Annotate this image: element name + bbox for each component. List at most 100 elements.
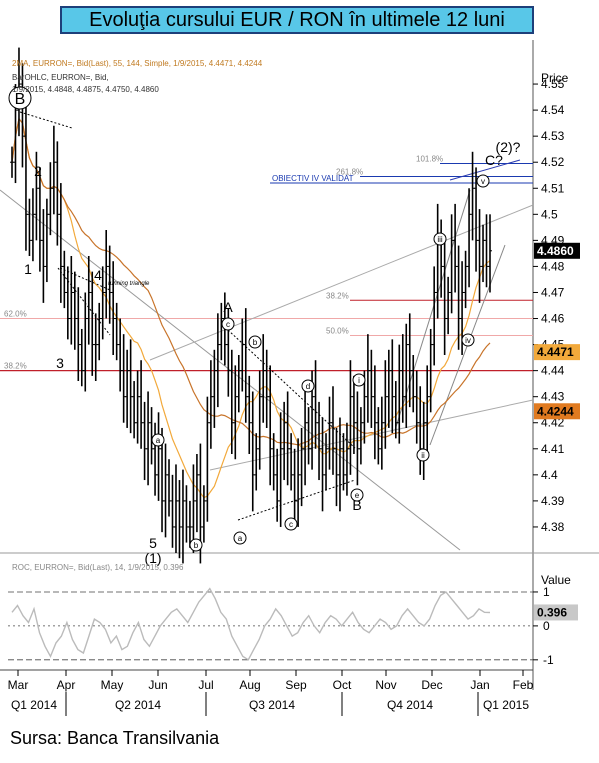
month-label: Aug bbox=[239, 678, 260, 692]
wave-label: c bbox=[289, 520, 293, 529]
ohlc-bars bbox=[10, 47, 492, 564]
wave-label: a bbox=[238, 534, 243, 543]
quarter-label: Q1 2015 bbox=[483, 698, 529, 712]
source-note: Sursa: Banca Transilvania bbox=[10, 728, 220, 748]
wave-label: d bbox=[306, 382, 310, 391]
wave-circle bbox=[248, 335, 262, 349]
wave-label: 3 bbox=[56, 355, 64, 371]
level-label: 62.0% bbox=[4, 310, 27, 319]
roc-legend: ROC, EURRON=, Bid(Last), 14, 1/9/2015, 0… bbox=[12, 563, 184, 572]
wave-circle bbox=[151, 433, 165, 447]
wave-label: v bbox=[481, 177, 485, 186]
wave-circle bbox=[350, 488, 364, 502]
wave-label: B bbox=[15, 91, 26, 108]
price-axis-title: Price bbox=[541, 71, 569, 85]
chart-title: Evoluţia cursului EUR / RON în ultimele … bbox=[60, 6, 534, 34]
month-label: Sep bbox=[285, 678, 307, 692]
ohlc-legend: 1/9/2015, 4.4848, 4.4875, 4.4750, 4.4860 bbox=[12, 85, 159, 94]
wave-circle bbox=[233, 531, 247, 545]
level-label: 261.8% bbox=[336, 168, 363, 177]
month-label: Mar bbox=[8, 678, 29, 692]
wave-label: 1 bbox=[24, 261, 32, 277]
level-label: 101.8% bbox=[416, 155, 443, 164]
trendline bbox=[19, 111, 73, 129]
price-tick-label: 4.5 bbox=[541, 207, 558, 221]
wave-circle bbox=[476, 174, 490, 188]
month-label: May bbox=[101, 678, 124, 692]
level-label: 38.2% bbox=[326, 291, 349, 300]
month-label: Oct bbox=[333, 678, 352, 692]
quarter-label: Q1 2014 bbox=[11, 698, 57, 712]
trendline bbox=[237, 479, 356, 521]
price-axis: Price4.384.394.44.414.424.434.444.454.46… bbox=[533, 71, 580, 534]
trendline bbox=[449, 159, 521, 181]
wave-label: i bbox=[358, 376, 360, 385]
bar-legend: BarOHLC, EURRON=, Bid, bbox=[12, 73, 109, 82]
price-tick-label: 4.55 bbox=[541, 77, 565, 91]
trendline bbox=[0, 189, 461, 551]
trendline bbox=[227, 329, 356, 449]
last-value-box bbox=[534, 344, 580, 361]
last-value-label: 4.4471 bbox=[537, 345, 574, 359]
month-label: Nov bbox=[375, 678, 396, 692]
price-tick-label: 4.54 bbox=[541, 103, 565, 117]
wave-label: b bbox=[194, 541, 199, 550]
roc-tick-label: 1 bbox=[543, 585, 550, 599]
wave-label: iii bbox=[437, 235, 443, 244]
wave-label: 2 bbox=[34, 163, 42, 179]
price-tick-label: 4.46 bbox=[541, 312, 565, 326]
quarter-label: Q2 2014 bbox=[115, 698, 161, 712]
roc-axis-title: Value bbox=[541, 573, 571, 587]
price-tick-label: 4.51 bbox=[541, 181, 565, 195]
month-label: Feb bbox=[513, 678, 534, 692]
wave-circle bbox=[352, 373, 366, 387]
wave-circle bbox=[416, 448, 430, 462]
wave-circle bbox=[461, 333, 475, 347]
horizontal-levels: 101.8% 261.8%OBIECTIV IV VALIDAT 38.2% 50.0… bbox=[0, 155, 533, 372]
price-tick-label: 4.52 bbox=[541, 155, 565, 169]
price-tick-label: 4.41 bbox=[541, 442, 565, 456]
roc-value-label: 0.396 bbox=[537, 605, 567, 619]
wave-circle bbox=[284, 517, 298, 531]
trendline bbox=[209, 399, 534, 471]
moving-averages bbox=[11, 117, 491, 499]
wave-label: A bbox=[223, 299, 233, 315]
wave-label: C? bbox=[485, 152, 503, 168]
quarter-label: Q4 2014 bbox=[387, 698, 433, 712]
quarter-label: Q3 2014 bbox=[249, 698, 295, 712]
price-tick-label: 4.4 bbox=[541, 468, 558, 482]
wave-label: (2)? bbox=[496, 139, 521, 155]
roc-value-box bbox=[534, 604, 578, 621]
month-label: Apr bbox=[57, 678, 76, 692]
last-value-box bbox=[534, 403, 580, 420]
ma144-line bbox=[11, 117, 491, 446]
month-label: Jan bbox=[470, 678, 489, 692]
roc-panel: Value -1 0 1 0.396 bbox=[8, 573, 578, 667]
roc-line bbox=[11, 587, 491, 661]
roc-tick-label: -1 bbox=[543, 653, 554, 667]
month-label: Dec bbox=[421, 678, 442, 692]
wave-label: b bbox=[253, 338, 258, 347]
price-tick-label: 4.53 bbox=[541, 129, 565, 143]
level-label: OBIECTIV IV VALIDAT bbox=[272, 174, 354, 183]
price-tick-label: 4.48 bbox=[541, 259, 565, 273]
wave-label: B bbox=[352, 497, 361, 513]
wave-label: e bbox=[355, 491, 360, 500]
price-tick-label: 4.39 bbox=[541, 494, 565, 508]
price-tick-label: 4.44 bbox=[541, 364, 565, 378]
month-label: Jun bbox=[148, 678, 167, 692]
ma55-line bbox=[11, 117, 491, 499]
price-tick-label: 4.38 bbox=[541, 520, 565, 534]
wave-label: iv bbox=[465, 336, 471, 345]
wave-label: (1) bbox=[144, 550, 161, 566]
level-label: 38.2% bbox=[4, 362, 27, 371]
time-axis: Mar Apr May Jun Jul Aug Sep Oct Nov Dec Jan Feb Q1 2… bbox=[0, 669, 534, 716]
wave-circle bbox=[301, 379, 315, 393]
wave-circle bbox=[8, 86, 32, 110]
wave-circle bbox=[433, 232, 447, 246]
wave-label: running triangle bbox=[108, 281, 150, 287]
wave-label: 4 bbox=[94, 267, 102, 283]
wave-label: ii bbox=[421, 451, 425, 460]
price-tick-label: 4.43 bbox=[541, 390, 565, 404]
